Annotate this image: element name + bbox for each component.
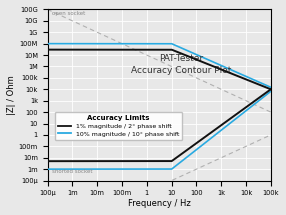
Legend: 1% magnitude / 2° phase shift, 10% magnitude / 10° phase shift: 1% magnitude / 2° phase shift, 10% magni… (55, 112, 182, 140)
X-axis label: Frequency / Hz: Frequency / Hz (128, 199, 190, 208)
Text: open socket: open socket (52, 11, 85, 17)
Text: shorted socket: shorted socket (52, 169, 92, 174)
Text: PAT-Tester
Accuracy Contour Plot: PAT-Tester Accuracy Contour Plot (131, 54, 232, 75)
Y-axis label: |Z| / Ohm: |Z| / Ohm (7, 75, 16, 115)
